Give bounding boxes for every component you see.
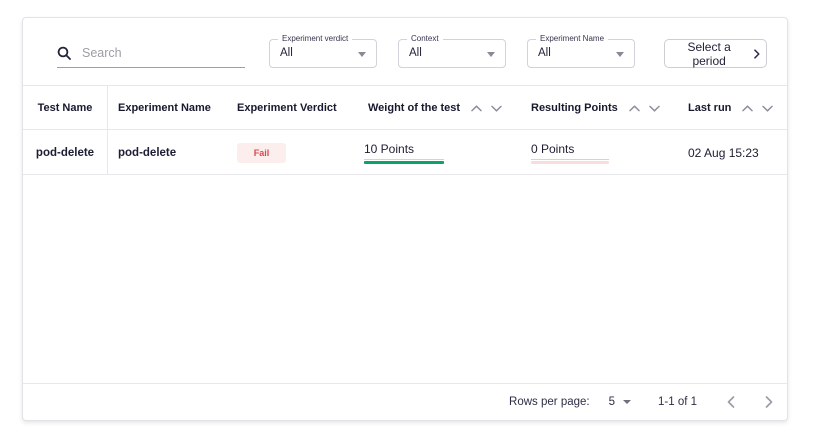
experiment-name-select[interactable]: Experiment Name All bbox=[527, 34, 635, 68]
table-header-row: Test Name Experiment Name Experiment Ver… bbox=[23, 86, 787, 130]
search-icon bbox=[57, 46, 71, 60]
dropdown-caret-icon bbox=[487, 52, 495, 57]
table-row[interactable]: pod-delete pod-delete Fail 10 Points 0 P… bbox=[23, 130, 787, 175]
filter-bar: Experiment verdict All Context All Exper… bbox=[23, 18, 787, 86]
sort-descending-icon[interactable] bbox=[491, 105, 502, 112]
experiment-name-select-label: Experiment Name bbox=[536, 34, 609, 43]
dropdown-caret-icon bbox=[616, 52, 624, 57]
cell-experiment-name: pod-delete bbox=[118, 146, 177, 159]
sort-ascending-icon[interactable] bbox=[629, 104, 640, 112]
column-header-weight-label: Weight of the test bbox=[368, 102, 461, 114]
dropdown-caret-icon bbox=[623, 400, 631, 404]
resulting-points-value: 0 Points bbox=[531, 141, 575, 156]
column-header-resulting-points-label: Resulting Points bbox=[531, 102, 618, 114]
cell-test-name: pod-delete bbox=[35, 146, 95, 159]
pagination-bar: Rows per page: 5 1-1 of 1 bbox=[23, 383, 787, 420]
cell-resulting-points: 0 Points bbox=[531, 130, 609, 175]
cell-last-run: 02 Aug 15:23 bbox=[688, 145, 759, 160]
experiment-verdict-select-value: All bbox=[280, 47, 293, 59]
column-header-resulting-points: Resulting Points bbox=[531, 86, 660, 130]
column-divider bbox=[107, 86, 108, 175]
experiment-verdict-select-label: Experiment verdict bbox=[278, 34, 353, 43]
weight-progress-bar bbox=[364, 158, 444, 164]
dropdown-caret-icon bbox=[358, 52, 366, 57]
select-period-label: Select a period bbox=[687, 39, 731, 68]
experiment-verdict-select[interactable]: Experiment verdict All bbox=[269, 34, 377, 68]
context-select-label: Context bbox=[407, 34, 443, 43]
chevron-left-icon bbox=[727, 396, 735, 408]
rows-per-page-value: 5 bbox=[608, 396, 615, 408]
sort-descending-icon[interactable] bbox=[762, 105, 774, 112]
pagination-range: 1-1 of 1 bbox=[658, 396, 697, 408]
column-header-last-run-label: Last run bbox=[688, 102, 732, 114]
verdict-fail-badge: Fail bbox=[237, 142, 286, 163]
search-field[interactable] bbox=[57, 38, 245, 68]
column-header-experiment-name: Experiment Name bbox=[118, 102, 211, 114]
sort-descending-icon[interactable] bbox=[649, 105, 660, 112]
weight-value: 10 Points bbox=[364, 141, 415, 156]
resulting-points-progress-bar bbox=[531, 158, 609, 164]
cell-experiment-verdict: Fail bbox=[237, 130, 286, 175]
rows-per-page-label: Rows per page: bbox=[509, 396, 590, 408]
chevron-right-icon bbox=[754, 48, 760, 59]
sort-ascending-icon[interactable] bbox=[471, 104, 482, 112]
column-header-test-name: Test Name bbox=[37, 102, 93, 114]
results-table-card: Experiment verdict All Context All Exper… bbox=[22, 17, 788, 421]
context-select-value: All bbox=[409, 47, 422, 59]
experiment-name-select-value: All bbox=[538, 47, 551, 59]
cell-weight: 10 Points bbox=[364, 130, 444, 175]
previous-page-button[interactable] bbox=[727, 396, 735, 408]
next-page-button[interactable] bbox=[765, 396, 773, 408]
context-select[interactable]: Context All bbox=[398, 34, 506, 68]
select-period-button[interactable]: Select a period bbox=[664, 39, 767, 68]
column-header-weight: Weight of the test bbox=[368, 86, 502, 130]
sort-ascending-icon[interactable] bbox=[742, 104, 754, 112]
search-input[interactable] bbox=[80, 44, 230, 61]
chevron-right-icon bbox=[765, 396, 773, 408]
column-header-last-run: Last run bbox=[688, 86, 774, 130]
column-header-experiment-verdict: Experiment Verdict bbox=[237, 102, 337, 114]
rows-per-page-select[interactable]: 5 bbox=[609, 396, 631, 408]
